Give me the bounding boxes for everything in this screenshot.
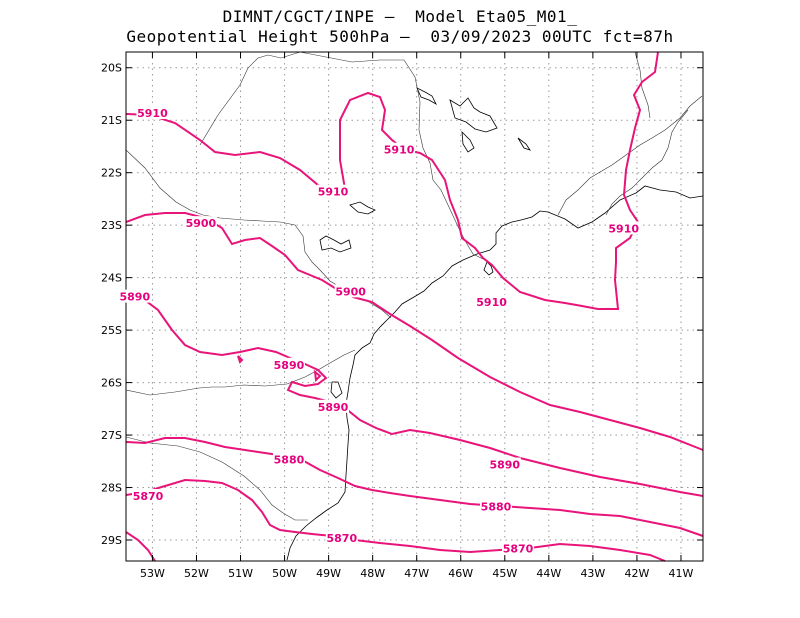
lon-tick-label: 52W [184,567,209,580]
lon-tick-label: 51W [228,567,253,580]
lon-tick-label: 43W [580,567,605,580]
contour-label: 5890 [489,459,520,472]
contour-label: 5910 [137,107,168,120]
lon-tick-label: 44W [536,567,561,580]
contour-label-bg [488,457,521,471]
contour-label: 5910 [608,222,639,235]
lat-tick-label: 28S [101,482,122,495]
contour-label: 5870 [503,543,534,556]
contour-label: 5910 [476,296,507,309]
lon-tick-label: 41W [669,567,694,580]
lon-tick-label: 53W [140,567,165,580]
contour-label: 5880 [481,501,512,514]
contour-label-bg [184,216,217,230]
lat-tick-label: 29S [101,534,122,547]
contour-label-bg [334,284,367,298]
contours [125,51,704,562]
contour-label-bg [317,399,350,413]
contour-label: 5890 [318,401,349,414]
lat-tick-label: 26S [101,377,122,390]
lon-tick-label: 50W [272,567,297,580]
lat-tick-label: 21S [101,114,122,127]
contour-label-bg [475,294,508,308]
contour-label: 5890 [274,359,305,372]
contour-label-bg [272,452,305,466]
contour-label-bg [118,289,151,303]
lat-tick-label: 24S [101,272,122,285]
lat-tick-label: 27S [101,429,122,442]
contour-labels: 5910 5910 5910 5910 5910 5900 5900 5890 5890 5890… [118,105,640,556]
lon-tick-label: 46W [448,567,473,580]
lat-tick-label: 20S [101,62,122,75]
contour-label: 5870 [327,532,358,545]
contour-label: 5910 [384,144,415,157]
lat-tick-label: 23S [101,219,122,232]
map-frame [125,51,704,562]
title-line-2: Geopotential Height 500hPa – 03/09/2023 … [126,27,674,46]
contour-label-bg [132,489,165,503]
grid-lines [126,52,703,561]
title-line-1: DIMNT/CGCT/INPE – Model Eta05_M01_ [222,7,578,26]
contour-label: 5910 [318,186,349,199]
lon-tick-label: 49W [316,567,341,580]
contour-label-bg [272,357,305,371]
contour-label-bg [607,221,640,235]
lon-tick-label: 47W [404,567,429,580]
contour-label-bg [383,142,416,156]
contour-label: 5890 [119,291,150,304]
lon-tick-label: 48W [360,567,385,580]
contour-label-bg [136,105,169,119]
lat-tick-label: 22S [101,167,122,180]
contour-label: 5880 [274,453,305,466]
coastline [286,87,704,561]
lat-tick-label: 25S [101,324,122,337]
contour-label-bg [317,184,350,198]
lon-tick-label: 45W [492,567,517,580]
contour-label: 5900 [335,285,366,298]
axes: 53W 52W 51W 50W 49W 48W 47W 46W 45W 44W 43W 42W 41W 2… [101,51,704,580]
state-borders [125,51,703,521]
lon-tick-label: 42W [624,567,649,580]
contour-label: 5900 [186,217,217,230]
contour-label-bg [479,499,512,513]
contour-label-bg [325,531,358,545]
contour-label: 5870 [133,490,164,503]
contour-label-bg [502,541,535,555]
